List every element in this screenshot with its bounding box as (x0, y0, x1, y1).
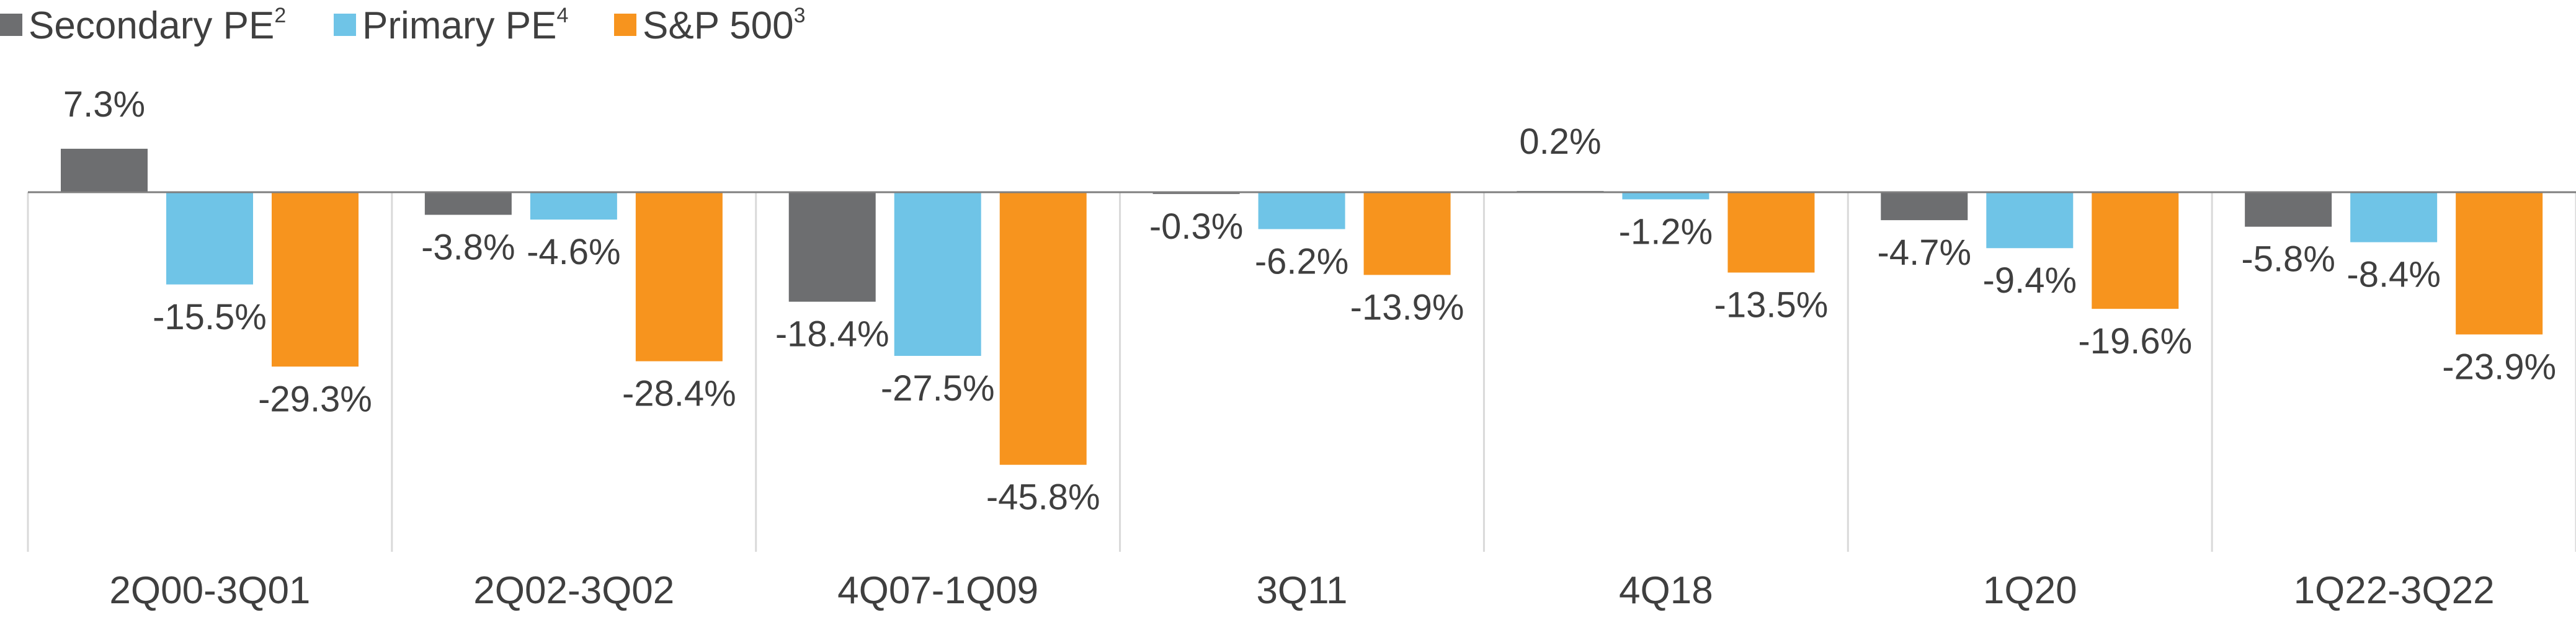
legend-swatch-1 (0, 14, 22, 36)
legend-superscript-2: 4 (556, 4, 568, 27)
legend-superscript-1: 2 (274, 4, 286, 27)
legend-swatch-3 (614, 14, 636, 36)
category-label-2: 2Q02-3Q02 (473, 569, 674, 612)
bar-series2-cat6 (1986, 192, 2074, 249)
value-labels: 7.3% -15.5% -29.3% -3.8% -4.6% -28.4% -18.4% -2… (63, 84, 2556, 518)
legend-label-2: Primary PE4 (362, 4, 568, 47)
legend-label-3: S&P 5003 (643, 4, 806, 47)
bar-series2-cat5 (1622, 192, 1709, 200)
bar-series3-cat4 (1363, 192, 1451, 275)
value-label-series2-cat3: -27.5% (881, 368, 995, 409)
value-label-series3-cat6: -19.6% (2078, 321, 2192, 361)
category-label-6: 1Q20 (1983, 569, 2077, 612)
category-label-7: 1Q22-3Q22 (2294, 569, 2495, 612)
category-label-3: 4Q07-1Q09 (837, 569, 1038, 612)
value-label-series2-cat7: -8.4% (2346, 255, 2441, 295)
value-label-series2-cat5: -1.2% (1619, 212, 1713, 252)
value-label-series2-cat4: -6.2% (1255, 242, 1349, 282)
value-label-series1-cat3: -18.4% (775, 314, 889, 355)
category-label-5: 4Q18 (1619, 569, 1713, 612)
legend: Secondary PE2 Primary PE4 S&P 5003 (0, 4, 806, 47)
bar-series2-cat7 (2350, 192, 2438, 242)
value-label-series1-cat2: -3.8% (421, 227, 515, 267)
bars (61, 148, 2543, 465)
bar-series3-cat7 (2456, 192, 2543, 335)
value-label-series3-cat3: -45.8% (986, 477, 1100, 518)
category-dividers (27, 192, 2576, 552)
bar-series3-cat5 (1727, 192, 1815, 273)
value-label-series3-cat5: -13.5% (1714, 285, 1829, 326)
bar-series2-cat4 (1258, 192, 1345, 229)
bar-series2-cat3 (894, 192, 981, 356)
bar-series2-cat1 (166, 192, 253, 285)
value-label-series1-cat6: -4.7% (1878, 232, 1972, 273)
bar-series2-cat2 (530, 192, 617, 220)
legend-swatch-2 (334, 14, 356, 36)
bar-series1-cat2 (424, 192, 512, 215)
bar-series3-cat2 (635, 192, 723, 361)
value-label-series1-cat1: 7.3% (63, 84, 145, 125)
value-label-series2-cat2: -4.6% (527, 232, 621, 272)
category-labels: 2Q00-3Q01 2Q02-3Q02 4Q07-1Q09 3Q11 4Q18 1Q20 1… (109, 569, 2494, 612)
value-label-series1-cat4: -0.3% (1149, 206, 1244, 247)
legend-label-1: Secondary PE2 (29, 4, 286, 47)
bar-series3-cat6 (2092, 192, 2179, 309)
value-label-series3-cat7: -23.9% (2442, 347, 2556, 387)
bar-series1-cat7 (2245, 192, 2332, 227)
value-label-series1-cat5: 0.2% (1519, 122, 1601, 162)
value-label-series2-cat1: -15.5% (153, 297, 267, 337)
bar-series3-cat1 (272, 192, 359, 367)
value-label-series1-cat7: -5.8% (2241, 239, 2335, 280)
bar-series1-cat1 (61, 148, 148, 192)
category-label-1: 2Q00-3Q01 (109, 569, 310, 612)
value-label-series2-cat6: -9.4% (1983, 260, 2077, 301)
value-label-series3-cat1: -29.3% (258, 379, 372, 419)
bar-series1-cat6 (1881, 192, 1968, 221)
category-label-4: 3Q11 (1256, 569, 1347, 612)
value-label-series3-cat4: -13.9% (1350, 287, 1464, 327)
value-label-series3-cat2: -28.4% (622, 374, 736, 414)
bar-series3-cat3 (999, 192, 1087, 465)
legend-superscript-3: 3 (794, 4, 806, 27)
bar-series1-cat3 (788, 192, 876, 302)
